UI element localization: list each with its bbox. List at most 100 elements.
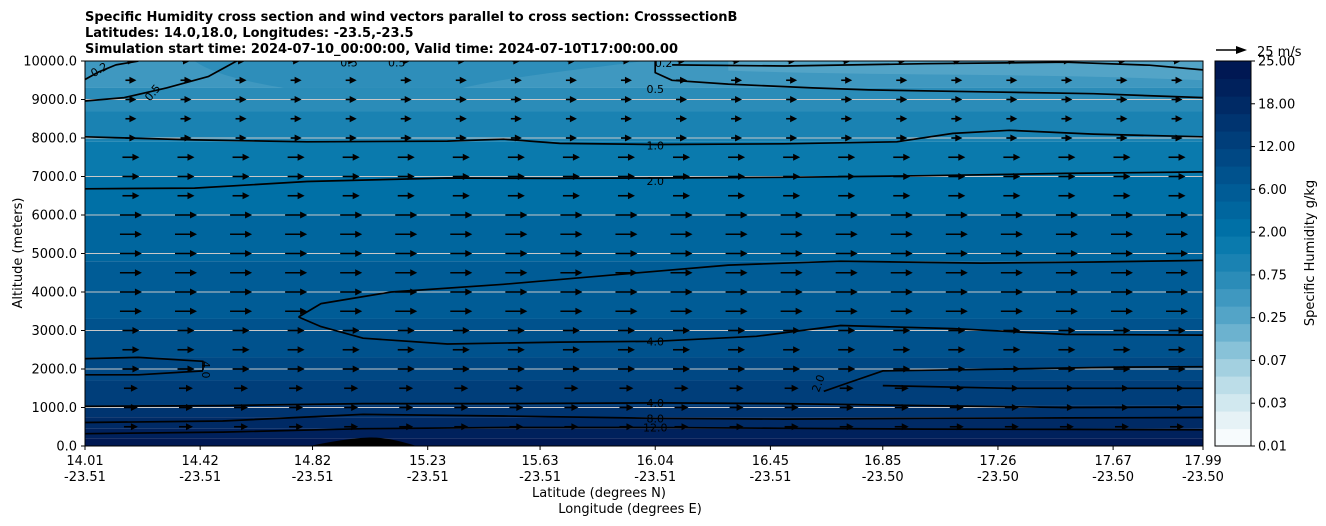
wind-arrow-head [572,346,580,354]
wind-arrow [562,173,580,180]
wind-arrow-head [958,365,966,373]
wind-arrow [1061,115,1073,123]
wind-arrow-head [1068,192,1076,200]
wind-arrow-head [187,365,195,373]
wind-arrow-head [132,192,140,200]
humidity-band [85,380,1203,406]
wind-arrow [786,115,798,123]
wind-arrow [841,96,853,103]
wind-arrow-head [1178,173,1186,180]
wind-arrow-head [410,250,418,257]
wind-arrow-head [683,327,691,334]
wind-arrow-head [630,250,638,257]
wind-arrow [287,173,305,180]
wind-arrow [1166,307,1189,315]
wind-arrow [780,288,803,296]
contour-label: 1.0 [646,140,664,153]
wind-arrow-head [627,365,635,373]
wind-arrow [287,346,305,354]
wind-arrow-head [790,134,798,142]
wind-arrow [507,192,525,200]
wind-arrow [890,307,913,315]
wind-arrow-head [297,346,305,354]
wind-arrow [340,211,363,219]
wind-arrow [397,346,415,354]
wind-arrow [780,269,803,277]
x-tick-label-lat: 14.42 [182,454,219,469]
wind-arrow [507,173,525,180]
wind-arrow [1006,96,1018,103]
wind-arrow [620,115,632,123]
wind-arrow-head [1066,384,1074,392]
wind-arrow-head [348,61,356,65]
wind-arrow-head [242,192,250,200]
wind-arrow-head [296,404,304,411]
wind-arrow-head [630,307,638,315]
wind-arrow-head [355,230,363,238]
wind-arrow [340,307,363,315]
wind-arrow [1000,211,1023,219]
colorbar-swatch [1215,253,1251,272]
wind-arrow-head [1065,134,1073,142]
wind-arrow-head [903,346,911,354]
wind-arrow-head [572,153,580,161]
wind-arrow [780,307,803,315]
wind-arrow [1058,365,1076,373]
plot-area: 0.20.50.5 0.5 0.20.51.02.04.04.02.04.08.01… [85,61,1203,446]
wind-arrow-head [955,76,963,84]
wind-arrow-head [905,307,913,315]
wind-arrow-head [740,230,748,238]
wind-arrow [287,327,305,334]
wind-arrow [725,250,748,257]
wind-arrow [450,269,473,277]
colorbar-swatch [1215,113,1251,132]
wind-arrow [780,250,803,257]
wind-arrow-head [1066,423,1074,431]
wind-reference-arrow-head [1236,46,1247,54]
wind-arrow-head [459,76,467,84]
wind-arrow-head [1013,153,1021,161]
wind-arrow-head [955,134,963,142]
wind-arrow [894,384,909,392]
wind-arrow-head [575,230,583,238]
wind-arrow-head [516,384,524,392]
wind-arrow [725,269,748,277]
wind-arrow-head [404,115,412,123]
wind-arrow [395,269,418,277]
wind-arrow-head [900,134,908,142]
wind-arrow [123,423,138,431]
wind-arrow-head [793,327,801,334]
wind-arrow-head [520,269,528,277]
wind-arrow-head [132,346,140,354]
contour-label: 2.0 [646,175,664,188]
wind-arrow-head [404,76,412,84]
contour-label: 0.5 [646,83,664,96]
wind-arrow-head [681,384,689,392]
x-tick-label-lon: -23.50 [862,470,904,485]
wind-arrow-head [300,307,308,315]
title-line-1: Specific Humidity cross section and wind… [85,10,737,25]
wind-arrow [1116,134,1128,142]
wind-arrow-head [458,61,466,65]
wind-arrow [397,365,415,373]
wind-arrow-head [241,384,249,392]
wind-arrow-head [520,230,528,238]
wind-arrow-head [846,423,854,431]
wind-arrow-head [846,404,854,411]
wind-arrow [838,192,856,200]
wind-arrow-head [245,307,253,315]
wind-arrow-head [1011,423,1019,431]
wind-arrow [1003,327,1021,334]
wind-arrow-head [1065,96,1073,103]
x-tick-label-lat: 15.23 [409,454,446,469]
wind-arrow-head [132,327,140,334]
wind-arrow-head [351,384,359,392]
wind-arrow-head [630,230,638,238]
contour-label: 4.0 [199,361,212,379]
wind-arrow [783,346,801,354]
wind-arrow [951,76,963,84]
wind-arrow [1055,288,1078,296]
wind-arrow-head [242,365,250,373]
wind-arrow [1004,404,1019,411]
wind-arrow-head [355,211,363,219]
